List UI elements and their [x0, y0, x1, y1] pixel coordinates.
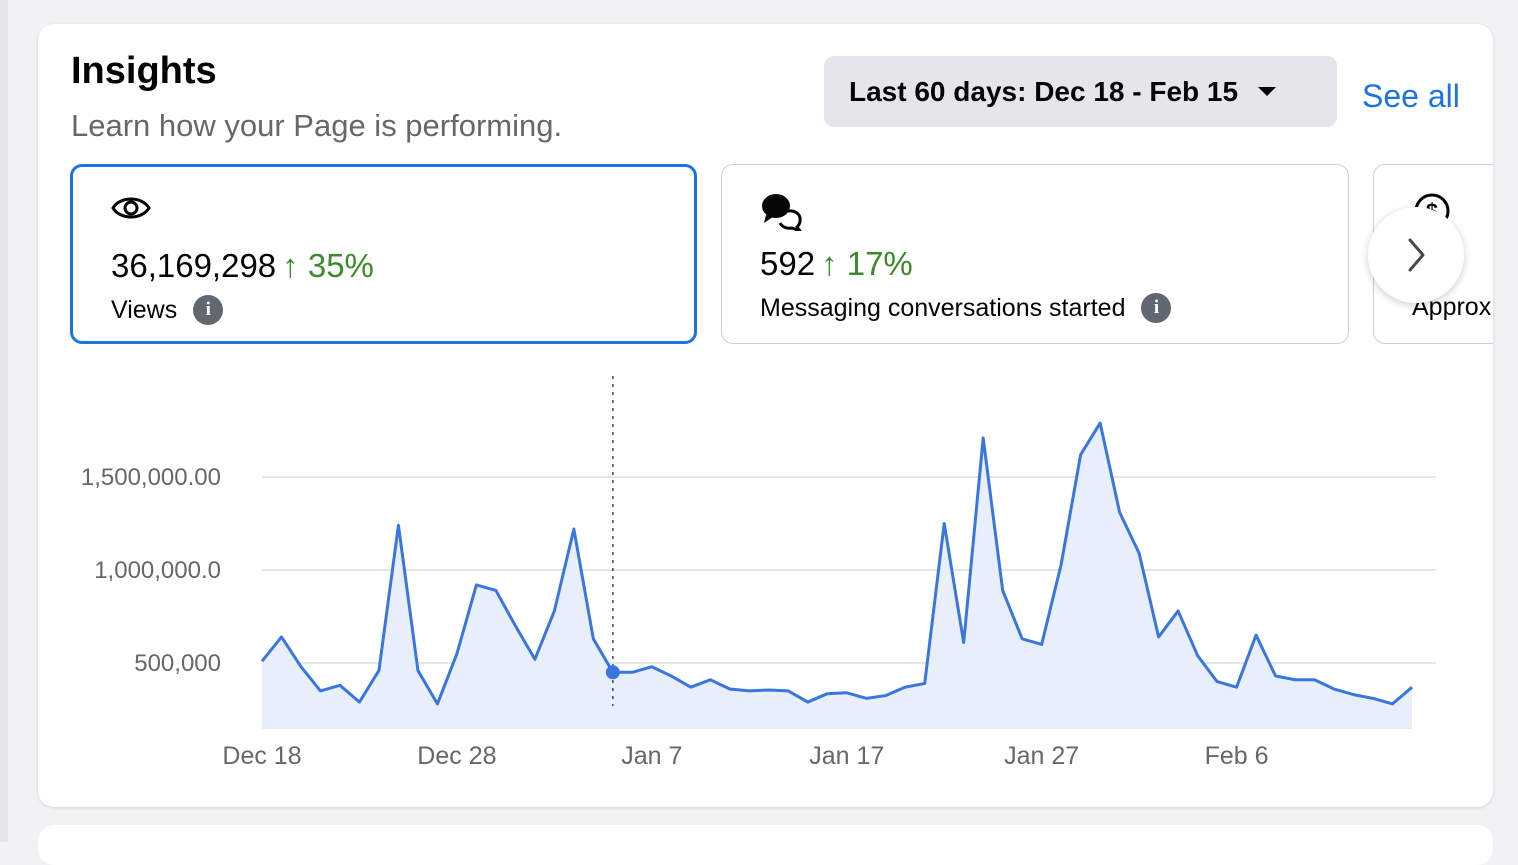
info-icon[interactable]: i	[193, 295, 224, 325]
date-range-label: Last 60 days: Dec 18 - Feb 15	[849, 75, 1239, 107]
y-tick-label: 1,500,000.00	[81, 464, 221, 491]
info-icon[interactable]: i	[1141, 293, 1172, 323]
x-tick-label: Jan 17	[809, 742, 884, 770]
y-tick-label: 1,000,000.0	[94, 557, 221, 584]
views-chart: 1,500,000.00 1,000,000.0 500,000 Dec 18 Dec …	[81, 376, 1436, 770]
metric-card-messaging[interactable]: 592 ↑ 17% Messaging conversations started…	[721, 164, 1349, 344]
metric-label-row: Messaging conversations started i	[760, 293, 1172, 323]
metric-label: Messaging conversations started	[760, 293, 1126, 322]
x-tick-label: Jan 7	[621, 742, 682, 770]
chevron-right-icon	[1408, 238, 1425, 272]
y-tick-label: 500,000	[134, 650, 221, 677]
next-card	[38, 825, 1493, 865]
date-range-dropdown[interactable]: Last 60 days: Dec 18 - Feb 15	[824, 56, 1337, 127]
hover-point	[605, 665, 620, 680]
x-tick-label: Dec 18	[222, 742, 301, 770]
page-subtitle: Learn how your Page is performing.	[71, 108, 563, 143]
next-arrow-button[interactable]	[1368, 207, 1464, 303]
page-title: Insights	[71, 50, 217, 92]
see-all-link[interactable]: See all	[1362, 78, 1460, 114]
insights-card: Insights Learn how your Page is performi…	[38, 24, 1493, 807]
series-line	[260, 421, 1413, 706]
x-tick-label: Feb 6	[1205, 742, 1269, 770]
eye-icon	[111, 193, 151, 228]
metric-change: ↑ 17%	[821, 245, 913, 282]
caret-down-icon	[1258, 87, 1277, 96]
metric-label: Views	[111, 295, 178, 324]
metric-label-row: Views i	[111, 295, 224, 325]
chat-bubbles-icon	[760, 191, 805, 236]
page-edge	[0, 0, 8, 842]
metric-card-views[interactable]: 36,169,298 ↑ 35% Views i	[70, 164, 697, 344]
x-tick-label: Dec 28	[417, 742, 496, 770]
metric-value: 592	[760, 245, 816, 282]
x-tick-label: Jan 27	[1004, 742, 1079, 770]
metric-value: 36,169,298	[111, 247, 277, 284]
metric-value-row: 592 ↑ 17%	[760, 245, 913, 283]
metric-change: ↑ 35%	[282, 247, 374, 284]
series-area	[262, 423, 1412, 729]
metric-value-row: 36,169,298 ↑ 35%	[111, 247, 374, 285]
